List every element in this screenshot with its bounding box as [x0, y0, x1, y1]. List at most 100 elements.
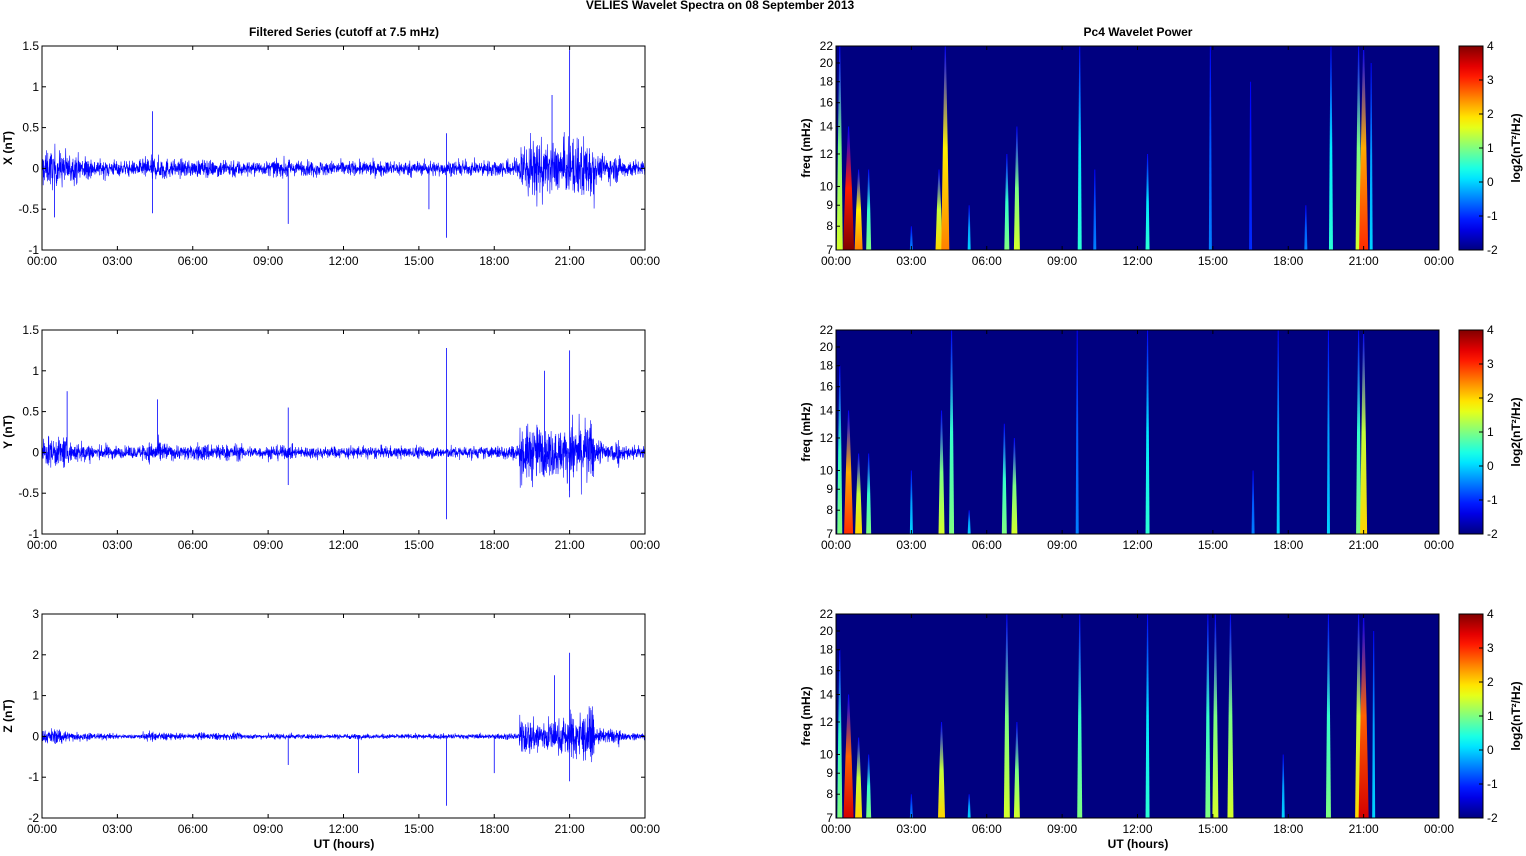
wavelet-power-event	[1205, 614, 1211, 818]
y-tick-label: 14	[820, 404, 834, 418]
colorbar-tick-label: -2	[1487, 527, 1498, 541]
x-tick-label: 15:00	[404, 254, 434, 268]
y-tick-label: 0.5	[22, 121, 39, 135]
x-tick-label: 12:00	[1122, 822, 1152, 836]
y-tick-label: 22	[820, 323, 834, 337]
series-panel-y: -1 -0.5 0 0.5 1 1.5 Y (nT) 00:00 03:00 06:00 09:00…	[1, 323, 660, 552]
wavelet-power-event	[967, 510, 971, 534]
colorbar: -2 -1 0 1 2 3 4 log2(nT²/Hz)	[1458, 607, 1523, 825]
wavelet-power-event	[1013, 721, 1020, 818]
y-tick-label: -1	[28, 527, 39, 541]
x-tick-label: 03:00	[102, 254, 132, 268]
wavelet-power-event	[935, 169, 943, 250]
wavelet-power-event	[855, 737, 863, 818]
x-tick-label: 09:00	[253, 538, 283, 552]
y-tick-label: -2	[28, 811, 39, 825]
y-tick-label: -1	[28, 243, 39, 257]
wavelet-power-event	[909, 470, 913, 534]
x-tick-label: 00:00	[27, 254, 57, 268]
colorbar-tick-label: 3	[1487, 73, 1494, 87]
y-tick-label: -0.5	[18, 486, 39, 500]
x-tick-label: 21:00	[1349, 822, 1379, 836]
x-tick-label: 06:00	[972, 538, 1002, 552]
y-tick-label: 22	[820, 39, 834, 53]
wavelet-power-event	[836, 46, 843, 250]
colorbar-tick-label: 1	[1487, 709, 1494, 723]
colorbar-tick-label: 0	[1487, 175, 1494, 189]
y-tick-label: 1	[32, 689, 39, 703]
x-tick-label: 03:00	[102, 538, 132, 552]
x-tick-label: 00:00	[821, 254, 851, 268]
x-tick-label: 00:00	[1424, 822, 1454, 836]
x-tick-label: 21:00	[555, 254, 585, 268]
left-x-axis-label: UT (hours)	[314, 837, 375, 851]
wavelet-power-event	[866, 453, 872, 534]
y-tick-label: 0	[32, 161, 39, 175]
x-tick-label: 21:00	[1349, 254, 1379, 268]
y-axis-label: Y (nT)	[1, 415, 15, 449]
wavelet-power-event	[1326, 330, 1330, 534]
series-line-x	[42, 132, 645, 209]
spectrogram-background	[836, 46, 1439, 250]
x-tick-label: 00:00	[630, 254, 660, 268]
wavelet-power-event	[1358, 614, 1369, 818]
wavelet-power-event	[1281, 754, 1285, 818]
spectrogram-background	[836, 330, 1439, 534]
colorbar-tick-label: 1	[1487, 141, 1494, 155]
x-tick-label: 15:00	[404, 822, 434, 836]
wavelet-power-event	[1077, 46, 1082, 250]
y-tick-label: 20	[820, 340, 834, 354]
wavelet-power-event	[837, 365, 843, 534]
wavelet-power-event	[1328, 46, 1333, 250]
wavelet-power-event	[1011, 437, 1018, 534]
y-tick-label: 0	[32, 445, 39, 459]
wavelet-power-event	[909, 794, 913, 818]
wavelet-power-event	[1145, 153, 1150, 250]
plot-area	[42, 614, 645, 818]
y-tick-label: 8	[826, 787, 833, 801]
x-tick-label: 09:00	[1047, 822, 1077, 836]
figure-title: VELIES Wavelet Spectra on 08 September 2…	[586, 0, 855, 12]
colorbar-tick-label: 2	[1487, 107, 1494, 121]
wavelet-power-event	[1208, 46, 1212, 250]
x-tick-label: 00:00	[821, 822, 851, 836]
y-tick-label: 16	[820, 664, 834, 678]
colorbar-tick-label: 4	[1487, 39, 1494, 53]
wavelet-power-event	[1360, 330, 1368, 534]
colorbar-tick-label: 3	[1487, 357, 1494, 371]
colorbar-tick-label: 0	[1487, 743, 1494, 757]
y-tick-label: 1	[32, 364, 39, 378]
wavelet-power-event	[1145, 330, 1150, 534]
wavelet-power-event	[866, 169, 872, 250]
y-axis-label: Z (nT)	[1, 699, 15, 732]
wavelet-power-event	[938, 721, 946, 818]
y-axis-label: freq (mHz)	[799, 686, 813, 745]
wavelet-power-event	[1276, 330, 1280, 534]
colorbar-label: log2(nT²/Hz)	[1509, 681, 1523, 750]
y-tick-label: 12	[820, 431, 834, 445]
x-tick-label: 09:00	[1047, 538, 1077, 552]
colorbar-tick-label: 0	[1487, 459, 1494, 473]
x-tick-label: 18:00	[479, 538, 509, 552]
right-column-title: Pc4 Wavelet Power	[1084, 25, 1193, 39]
y-tick-label: 18	[820, 75, 834, 89]
x-tick-label: 06:00	[972, 254, 1002, 268]
x-tick-label: 15:00	[1198, 822, 1228, 836]
wavelet-power-event	[837, 649, 843, 818]
wavelet-power-event	[967, 205, 971, 250]
y-tick-label: 0.5	[22, 405, 39, 419]
colorbar-tick-label: 1	[1487, 425, 1494, 439]
x-tick-label: 18:00	[479, 254, 509, 268]
x-tick-label: 18:00	[1273, 822, 1303, 836]
x-tick-label: 18:00	[479, 822, 509, 836]
x-tick-label: 12:00	[328, 254, 358, 268]
wavelet-power-event	[843, 126, 855, 250]
y-tick-label: 8	[826, 219, 833, 233]
wavelet-power-event	[844, 410, 854, 534]
plot-area	[42, 330, 645, 534]
wavelet-power-event	[1093, 169, 1097, 250]
y-tick-label: 12	[820, 147, 834, 161]
